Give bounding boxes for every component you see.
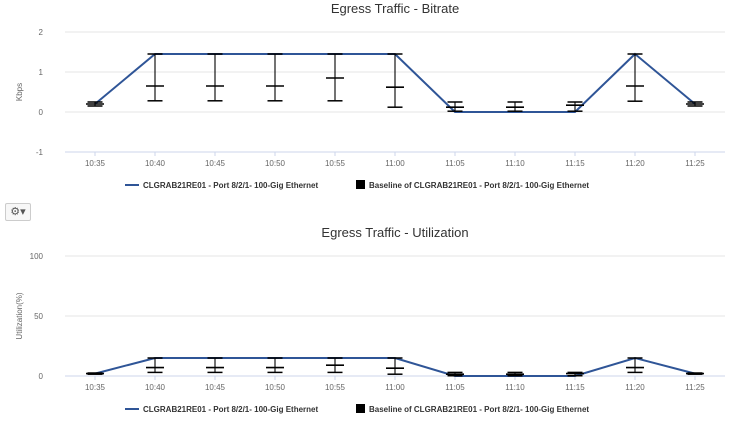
x-tick-label: 10:40 <box>145 383 166 392</box>
x-tick-label: 10:45 <box>205 383 226 392</box>
x-tick-label: 11:00 <box>385 383 405 392</box>
x-tick-label: 11:25 <box>685 159 705 168</box>
x-tick-label: 10:50 <box>265 383 286 392</box>
x-tick-label: 11:20 <box>625 159 645 168</box>
error-bar <box>386 53 404 108</box>
x-tick-label: 11:05 <box>445 159 465 168</box>
error-bar <box>326 53 344 102</box>
y-tick-label: 0 <box>39 108 44 117</box>
error-bar <box>566 101 584 112</box>
legend: CLGRAB21RE01 - Port 8/2/1- 100-Gig Ether… <box>125 180 589 190</box>
x-tick-label: 11:15 <box>565 383 585 392</box>
x-tick-label: 10:35 <box>85 383 106 392</box>
legend-square-symbol <box>356 180 365 189</box>
x-tick-label: 11:25 <box>685 383 705 392</box>
error-bar <box>566 371 584 377</box>
error-bar <box>686 101 704 107</box>
x-tick-label: 10:55 <box>325 159 346 168</box>
y-tick-label: 50 <box>34 312 43 321</box>
error-bar <box>386 357 404 375</box>
y-tick-label: 2 <box>39 28 44 37</box>
legend-item-label: CLGRAB21RE01 - Port 8/2/1- 100-Gig Ether… <box>143 181 318 190</box>
error-bar <box>206 53 224 102</box>
error-bar <box>446 371 464 377</box>
legend-square-symbol <box>356 404 365 413</box>
error-bar <box>626 53 644 102</box>
legend-item-label: CLGRAB21RE01 - Port 8/2/1- 100-Gig Ether… <box>143 405 318 414</box>
x-tick-label: 11:15 <box>565 159 585 168</box>
x-tick-label: 11:10 <box>505 159 525 168</box>
legend-item-label: Baseline of CLGRAB21RE01 - Port 8/2/1- 1… <box>369 405 589 414</box>
y-tick-label: 1 <box>39 68 44 77</box>
x-tick-label: 11:10 <box>505 383 525 392</box>
y-tick-label: -1 <box>36 148 44 157</box>
x-tick-label: 10:55 <box>325 383 346 392</box>
error-bar <box>626 357 644 374</box>
y-axis-title: Utilization(%) <box>15 292 24 339</box>
error-bar <box>686 372 704 375</box>
error-bar <box>266 357 284 374</box>
legend-item-label: Baseline of CLGRAB21RE01 - Port 8/2/1- 1… <box>369 181 589 190</box>
error-bar <box>446 101 464 112</box>
error-bar <box>86 372 104 375</box>
error-bar <box>506 101 524 112</box>
chart-title: Egress Traffic - Utilization <box>321 225 468 240</box>
error-bar <box>86 101 104 107</box>
error-bar <box>146 357 164 374</box>
gear-icon[interactable]: ⚙▾ <box>5 203 31 221</box>
error-bar <box>266 53 284 102</box>
legend: CLGRAB21RE01 - Port 8/2/1- 100-Gig Ether… <box>125 404 589 414</box>
x-tick-label: 11:20 <box>625 383 645 392</box>
chart-1: Egress Traffic - Bitrate -1 0 1 2 Kbps 10:35 10… <box>15 1 725 190</box>
error-bar <box>326 357 344 374</box>
error-bar <box>206 357 224 374</box>
x-tick-label: 11:05 <box>445 383 465 392</box>
error-bar <box>146 53 164 102</box>
chart-2: Egress Traffic - Utilization 0 50 100 Utiliz… <box>15 225 725 414</box>
y-tick-label: 0 <box>39 372 44 381</box>
x-tick-label: 10:45 <box>205 159 226 168</box>
chart-title: Egress Traffic - Bitrate <box>331 1 459 16</box>
x-tick-label: 10:35 <box>85 159 106 168</box>
x-tick-label: 11:00 <box>385 159 405 168</box>
x-tick-label: 10:40 <box>145 159 166 168</box>
x-tick-label: 10:50 <box>265 159 286 168</box>
error-bar <box>506 371 524 377</box>
y-axis-title: Kbps <box>15 83 24 101</box>
y-tick-label: 100 <box>30 252 44 261</box>
